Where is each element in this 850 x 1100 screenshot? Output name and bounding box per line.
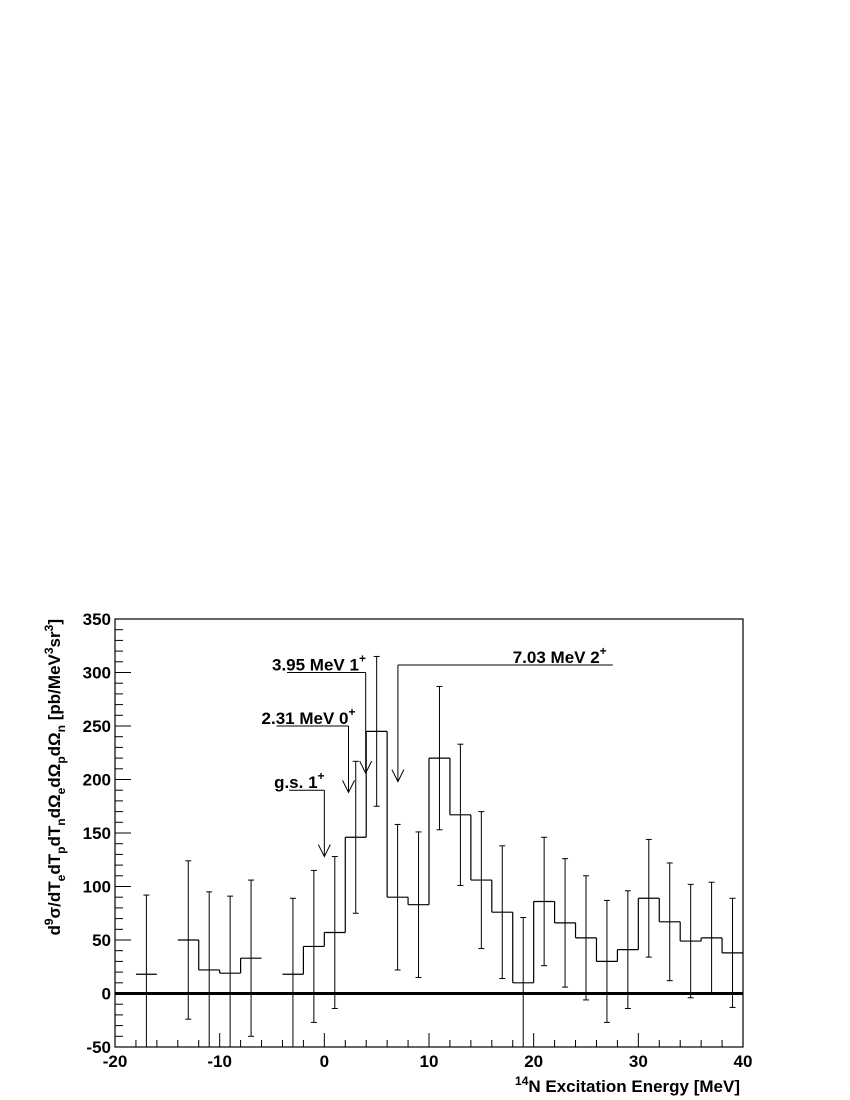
x-tick-label: 20 <box>524 1052 543 1071</box>
x-tick-label: 0 <box>320 1052 329 1071</box>
y-axis-title-part: 9 <box>42 918 56 925</box>
y-tick-label: 150 <box>83 824 111 843</box>
annotation-arrow-head <box>342 780 355 794</box>
annotation-label: 7.03 MeV 2+ <box>513 644 607 667</box>
y-tick-label: 50 <box>92 931 111 950</box>
y-axis-title-part: n <box>54 818 68 825</box>
y-tick-label: 100 <box>83 878 111 897</box>
plot-area <box>115 655 743 1047</box>
annotation-label: 3.95 MeV 1+ <box>272 652 366 675</box>
y-axis-title-part: sr <box>45 631 64 647</box>
x-axis-title: 14N Excitation Energy [MeV] <box>515 1074 740 1096</box>
x-tick-label: 10 <box>420 1052 439 1071</box>
y-axis-title-part: dΩ <box>45 794 64 818</box>
y-tick-label: 0 <box>102 985 111 1004</box>
y-tick-label: 350 <box>83 610 111 629</box>
y-tick-label: 300 <box>83 664 111 683</box>
y-tick-label: -50 <box>86 1038 111 1057</box>
annotation-arrow-head <box>359 760 373 775</box>
annotation-label: 2.31 MeV 0+ <box>262 705 356 728</box>
y-tick-label: 200 <box>83 771 111 790</box>
annotation: 2.31 MeV 0+ <box>262 705 356 794</box>
y-axis-title-part: 3 <box>42 624 56 631</box>
annotation-label: g.s. 1+ <box>274 769 324 792</box>
y-axis-title: d9σ/dTedTpdTndΩedΩpdΩn [pb/MeV3sr3] <box>42 619 68 936</box>
y-axis-title-part: e <box>54 874 68 881</box>
annotation: 7.03 MeV 2+ <box>391 644 613 783</box>
annotation: 3.95 MeV 1+ <box>272 652 373 775</box>
y-axis-title-part: dΩ <box>45 764 64 788</box>
y-axis: -50 0 50 100 150 200 250 300 350 <box>83 610 131 1057</box>
y-tick-label: 250 <box>83 717 111 736</box>
y-axis-title-part: p <box>54 847 68 854</box>
x-tick-label: 40 <box>734 1052 753 1071</box>
y-axis-title-part: dΩ <box>45 732 64 756</box>
x-axis: -20 -10 0 10 20 30 40 <box>103 1033 753 1071</box>
annotation-arrow-head <box>391 769 405 783</box>
y-axis-title-part: σ/dT <box>45 881 64 919</box>
annotations: g.s. 1+ 2.31 MeV 0+ 3.95 MeV 1+ 7.03 MeV 2+ <box>262 644 613 858</box>
x-tick-label: -10 <box>207 1052 232 1071</box>
x-axis-title-text: N Excitation Energy [MeV] <box>528 1077 740 1096</box>
annotation-arrow-head <box>317 844 331 858</box>
x-tick-label: -20 <box>103 1052 128 1071</box>
y-axis-title-part: n <box>54 725 68 732</box>
y-axis-title-part: 3 <box>42 647 56 654</box>
x-axis-title-sup: 14 <box>515 1074 529 1088</box>
y-axis-title-part: d <box>45 925 64 935</box>
y-axis-title-part: p <box>54 756 68 763</box>
annotation: g.s. 1+ <box>274 769 331 858</box>
y-axis-title-part: e <box>54 787 68 794</box>
x-tick-label: 30 <box>629 1052 648 1071</box>
y-axis-title-part: [pb/MeV <box>45 653 64 724</box>
y-axis-title-part: dT <box>45 853 64 874</box>
y-axis-title-part: ] <box>45 619 64 625</box>
y-axis-title-part: dT <box>45 825 64 846</box>
